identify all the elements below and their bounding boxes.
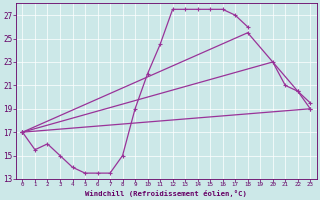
X-axis label: Windchill (Refroidissement éolien,°C): Windchill (Refroidissement éolien,°C) (85, 190, 247, 197)
